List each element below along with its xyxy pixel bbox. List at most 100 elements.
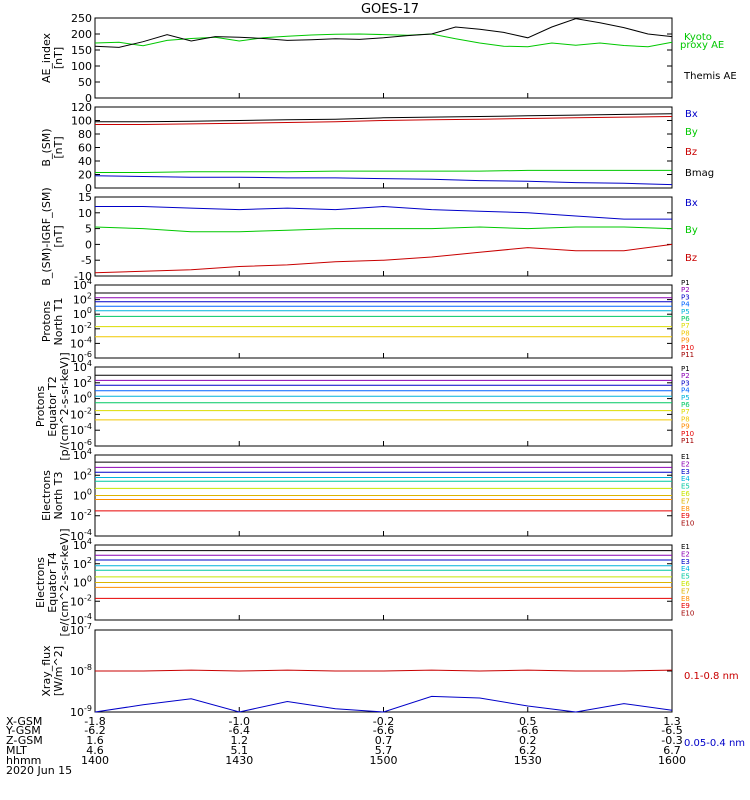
legend-p2: P2: [681, 372, 690, 380]
orbit-value: -1.8: [84, 715, 105, 728]
y-axis-label: [W/m^2]: [52, 646, 65, 696]
y-tick-label: 104: [73, 537, 92, 552]
y-axis-label: Equator T4: [46, 552, 59, 612]
y-tick-label: 100: [73, 391, 92, 406]
legend-bmag: Bmag: [685, 168, 714, 179]
orbit-value: 1.2: [231, 734, 249, 747]
y-tick-label: 10-4: [70, 422, 92, 437]
orbit-value: 5.7: [375, 744, 393, 757]
series-line-by: [94, 226, 673, 233]
orbit-value: 0.2: [519, 734, 537, 747]
y-tick-label: 102: [73, 467, 92, 482]
y-tick-label: 5: [85, 223, 92, 236]
y-axis-label: Xray_flux: [40, 645, 53, 697]
orbit-value: -6.6: [517, 724, 538, 737]
orbit-value: -6.6: [373, 724, 394, 737]
y-tick-label: 102: [73, 556, 92, 571]
legend-p6: P6: [681, 315, 690, 323]
y-tick-label: -10: [74, 270, 92, 283]
legend-e8: E8: [681, 505, 690, 513]
y-tick-label: 100: [71, 60, 92, 73]
y-axis-label: [nT]: [52, 47, 65, 69]
y-tick-label: 15: [78, 191, 92, 204]
legend-p10: P10: [681, 430, 694, 438]
series-line-bz: [94, 243, 673, 274]
legend-e6: E6: [681, 580, 690, 588]
legend-e4: E4: [681, 565, 690, 573]
y-axis-label: AE_index: [40, 32, 53, 83]
orbit-row-label: Z-GSM: [6, 734, 43, 747]
legend-0-1-0-8-nm: 0.1-0.8 nm: [684, 671, 739, 682]
panel-frame: [94, 196, 673, 277]
series-line-0-05-0-4-nm: [94, 695, 673, 713]
date-label: 2020 Jun 15: [6, 764, 72, 777]
y-tick-label: 20: [78, 169, 92, 182]
y-axis-label: B_(SM): [40, 128, 53, 166]
y-axis-label: [e/(cm^2-s-sr-keV)]: [58, 528, 71, 636]
legend-e5: E5: [681, 483, 690, 491]
y-axis-label: [p/(cm^2-s-sr-keV)]: [58, 352, 71, 460]
y-tick-label: 10-6: [70, 438, 92, 453]
legend-e3: E3: [681, 558, 690, 566]
legend-e1: E1: [681, 543, 690, 551]
panel-6: 10-4 10-2 100 102 104 Electrons North T3 E1E2E3…: [40, 447, 694, 543]
legend-e9: E9: [681, 602, 690, 610]
legend-by: By: [685, 127, 698, 138]
legend-p3: P3: [681, 293, 690, 301]
y-tick-label: 10-4: [70, 528, 92, 543]
legend-bz: Bz: [685, 147, 697, 158]
legend-p9: P9: [681, 337, 690, 345]
panel-7: 10-4 10-2 100 102 104 Electrons Equator T4 [e/(…: [34, 528, 694, 636]
y-tick-label: 0: [85, 182, 92, 195]
y-tick-label: 0: [85, 238, 92, 251]
legend-p11: P11: [681, 437, 694, 445]
orbit-value: 6.2: [519, 744, 537, 757]
series-line-bmag: [95, 113, 673, 123]
y-axis-label: North T1: [52, 298, 65, 346]
y-tick-label: 250: [71, 12, 92, 25]
y-tick-label: 0: [85, 92, 92, 105]
legend-p8: P8: [681, 329, 690, 337]
y-tick-label: 10-2: [70, 508, 92, 523]
series-line-bz: [95, 116, 673, 125]
y-tick-label: 104: [73, 447, 92, 462]
legend-e3: E3: [681, 468, 690, 476]
panel-frame: [94, 106, 673, 189]
legend-e6: E6: [681, 490, 690, 498]
orbit-value: -6.2: [84, 724, 105, 737]
y-tick-label: 100: [73, 306, 92, 321]
orbit-row-label: MLT: [6, 744, 27, 757]
legend-e7: E7: [681, 497, 690, 505]
y-axis-label: Electrons: [40, 470, 53, 521]
orbit-value: 6.7: [663, 744, 681, 757]
legend-p1: P1: [681, 365, 690, 373]
legend-bx: Bx: [685, 109, 698, 120]
legend-kyoto: proxy AE: [680, 40, 724, 51]
y-axis-label: Protons: [34, 386, 47, 427]
legend-p8: P8: [681, 415, 690, 423]
legend-0-05-0-4-nm: 0.05-0.4 nm: [684, 738, 745, 749]
orbit-value: -0.3: [661, 734, 682, 747]
y-tick-label: 60: [78, 142, 92, 155]
y-tick-label: 10-2: [70, 321, 92, 336]
orbit-value: -0.2: [373, 715, 394, 728]
orbit-value: 5.1: [231, 744, 249, 757]
y-tick-label: 104: [73, 359, 92, 374]
y-tick-label: 40: [78, 155, 92, 168]
y-tick-label: 10-4: [70, 612, 92, 627]
legend-p7: P7: [681, 408, 690, 416]
series-line-themis-ae: [94, 18, 673, 48]
orbit-value: -6.4: [229, 724, 250, 737]
legend-by: By: [685, 225, 698, 236]
y-tick-label: 10-7: [70, 622, 92, 637]
orbit-value: -6.5: [661, 724, 682, 737]
y-axis-label: [nT]: [52, 136, 65, 158]
series-line-0-1-0-8-nm: [95, 669, 673, 672]
y-axis-label: Equator T2: [46, 376, 59, 436]
panel-frame: [94, 284, 673, 359]
orbit-value: 0.7: [375, 734, 393, 747]
